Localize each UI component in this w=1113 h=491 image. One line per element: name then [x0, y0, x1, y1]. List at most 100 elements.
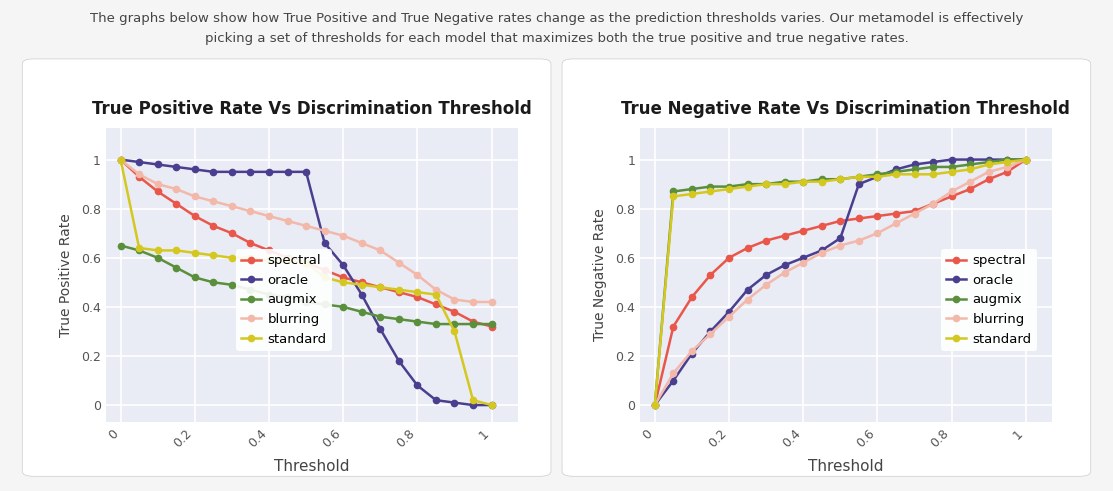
oracle [318, 240, 332, 246]
oracle [648, 402, 661, 408]
augmix [263, 292, 276, 298]
standard [355, 282, 368, 288]
oracle [945, 157, 958, 163]
standard [870, 174, 884, 180]
spectral [722, 255, 736, 261]
X-axis label: Threshold: Threshold [274, 459, 349, 474]
standard [392, 287, 405, 293]
blurring [908, 211, 922, 217]
spectral [336, 274, 349, 280]
augmix [926, 164, 939, 170]
Line: oracle: oracle [118, 157, 494, 408]
oracle [982, 157, 995, 163]
blurring [834, 243, 847, 248]
blurring [151, 181, 165, 187]
spectral [114, 157, 127, 163]
augmix [759, 181, 772, 187]
blurring [686, 348, 699, 354]
standard [430, 292, 443, 298]
augmix [870, 171, 884, 177]
oracle [908, 162, 922, 167]
blurring [392, 260, 405, 266]
augmix [485, 321, 499, 327]
blurring [114, 157, 127, 163]
standard [1001, 159, 1014, 165]
blurring [778, 270, 791, 275]
spectral [244, 240, 257, 246]
blurring [318, 228, 332, 234]
Line: blurring: blurring [652, 157, 1028, 408]
standard [374, 284, 387, 290]
augmix [336, 304, 349, 310]
augmix [114, 243, 127, 248]
augmix [430, 321, 443, 327]
augmix [225, 282, 238, 288]
spectral [648, 402, 661, 408]
blurring [299, 223, 313, 229]
spectral [870, 213, 884, 219]
standard [926, 171, 939, 177]
standard [741, 184, 755, 190]
spectral [318, 267, 332, 273]
augmix [889, 169, 903, 175]
spectral [834, 218, 847, 224]
oracle [374, 326, 387, 332]
spectral [280, 255, 294, 261]
standard [945, 169, 958, 175]
augmix [703, 184, 717, 190]
augmix [945, 164, 958, 170]
standard [703, 189, 717, 194]
Y-axis label: True Negative Rate: True Negative Rate [593, 209, 607, 341]
augmix [741, 181, 755, 187]
augmix [299, 299, 313, 305]
oracle [336, 262, 349, 268]
standard [114, 157, 127, 163]
oracle [815, 247, 828, 253]
Legend: spectral, oracle, augmix, blurring, standard: spectral, oracle, augmix, blurring, stan… [236, 249, 332, 351]
blurring [169, 186, 183, 192]
oracle [466, 402, 480, 408]
spectral [797, 228, 810, 234]
augmix [355, 309, 368, 315]
blurring [411, 272, 424, 278]
augmix [815, 176, 828, 182]
augmix [392, 316, 405, 322]
spectral [686, 294, 699, 300]
oracle [430, 397, 443, 403]
spectral [889, 211, 903, 217]
oracle [114, 157, 127, 163]
oracle [485, 402, 499, 408]
blurring [132, 171, 146, 177]
standard [188, 250, 201, 256]
oracle [244, 169, 257, 175]
blurring [964, 179, 977, 185]
spectral [355, 279, 368, 285]
Line: standard: standard [652, 157, 1028, 408]
oracle [834, 235, 847, 241]
oracle [722, 309, 736, 315]
augmix [169, 265, 183, 271]
spectral [778, 233, 791, 239]
blurring [797, 260, 810, 266]
Line: augmix: augmix [652, 157, 1028, 408]
oracle [225, 169, 238, 175]
oracle [355, 292, 368, 298]
augmix [244, 287, 257, 293]
oracle [263, 169, 276, 175]
blurring [188, 193, 201, 199]
blurring [430, 287, 443, 293]
augmix [667, 189, 680, 194]
standard [336, 279, 349, 285]
standard [244, 255, 257, 261]
Line: oracle: oracle [652, 157, 1028, 408]
standard [207, 252, 220, 258]
oracle [447, 400, 461, 406]
augmix [188, 274, 201, 280]
blurring [207, 198, 220, 204]
standard [132, 245, 146, 251]
spectral [815, 223, 828, 229]
standard [1020, 157, 1033, 163]
standard [169, 247, 183, 253]
augmix [982, 159, 995, 165]
oracle [411, 382, 424, 388]
